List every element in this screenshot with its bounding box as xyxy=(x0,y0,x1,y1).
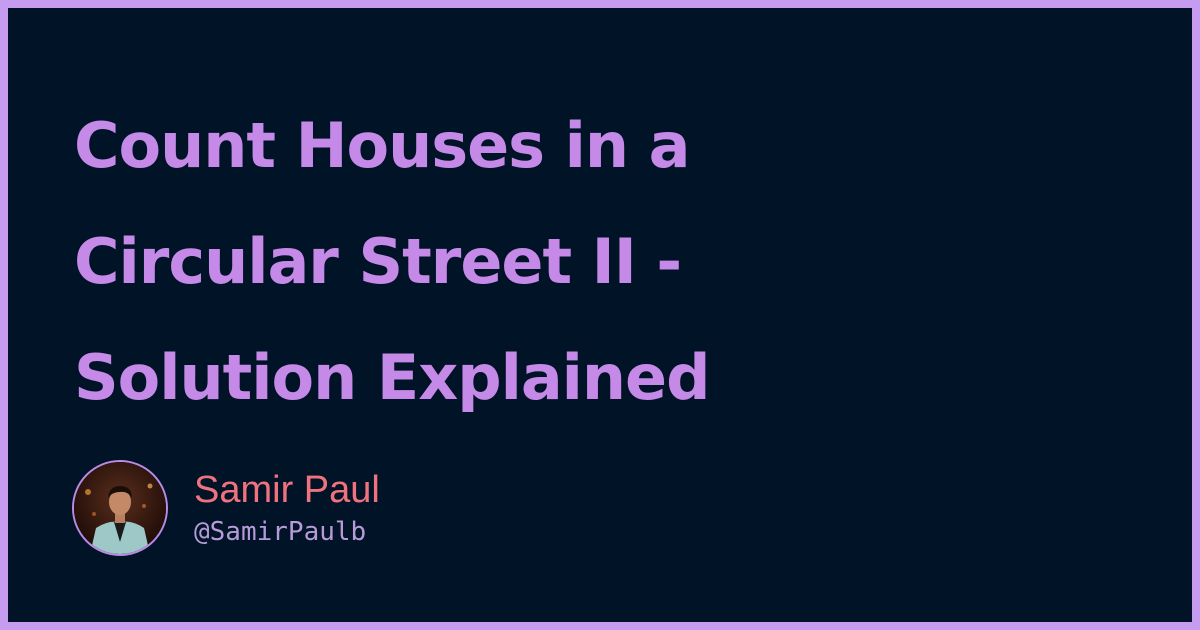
title-line-3: Solution Explained xyxy=(74,341,710,414)
author-text: Samir Paul @SamirPaulb xyxy=(194,468,380,548)
author-handle: @SamirPaulb xyxy=(194,517,367,547)
title-line-1: Count Houses in a xyxy=(74,109,690,182)
avatar xyxy=(72,460,168,556)
title-line-2: Circular Street II - xyxy=(74,225,682,298)
author-name: Samir Paul xyxy=(194,469,380,511)
avatar-photo xyxy=(74,462,166,554)
page-title: Count Houses in a Circular Street II - S… xyxy=(74,88,974,436)
og-card: Count Houses in a Circular Street II - S… xyxy=(8,8,1192,622)
author-block: Samir Paul @SamirPaulb xyxy=(72,458,380,558)
